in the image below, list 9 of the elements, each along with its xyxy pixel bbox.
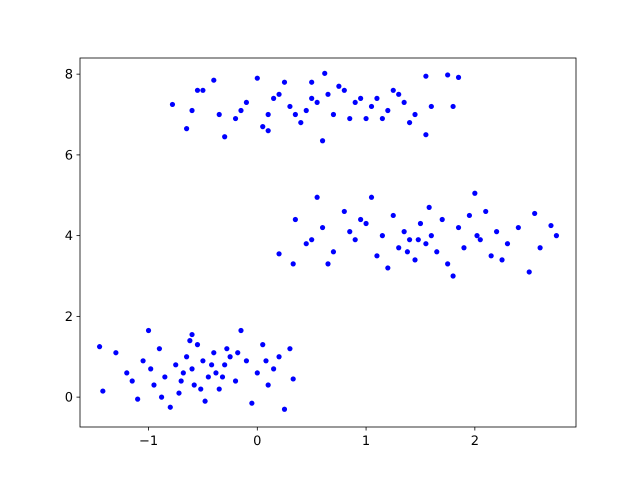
x-tick-label: 0 bbox=[253, 434, 262, 449]
x-tick-label: 2 bbox=[470, 434, 479, 449]
x-tick-label: 1 bbox=[362, 434, 370, 449]
y-tick-label: 0 bbox=[64, 390, 73, 406]
y-tick-label: 6 bbox=[64, 148, 73, 164]
x-tick-label: −1 bbox=[138, 434, 158, 449]
y-tick-label: 8 bbox=[64, 68, 73, 83]
y-tick-label: 2 bbox=[64, 310, 73, 325]
y-tick-label: 4 bbox=[64, 229, 73, 244]
